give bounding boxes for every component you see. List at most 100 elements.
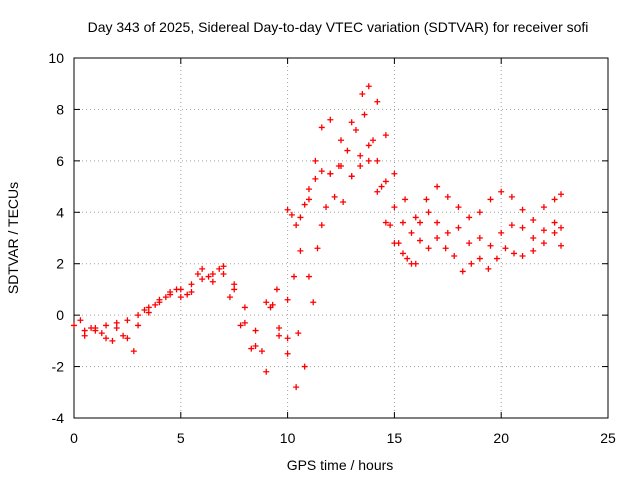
y-axis-ticks: -4 -2 0 2 4 6 8 10 (48, 50, 608, 426)
data-point (103, 335, 110, 342)
x-tick-label: 10 (280, 430, 296, 446)
x-axis-label: GPS time / hours (287, 457, 394, 473)
data-point (314, 245, 321, 252)
data-point (231, 281, 238, 288)
data-point (476, 235, 483, 241)
data-point (502, 245, 509, 252)
data-point (338, 137, 344, 144)
data-point (558, 224, 565, 231)
data-point (340, 199, 347, 205)
data-point (241, 319, 248, 326)
data-point (476, 255, 483, 262)
data-point (188, 289, 195, 295)
data-point (508, 193, 515, 200)
data-point (493, 255, 500, 262)
data-point (455, 204, 462, 211)
data-point (135, 322, 142, 329)
data-point (276, 332, 283, 339)
y-tick-label: 4 (56, 204, 64, 220)
data-point (412, 214, 419, 221)
y-tick-label: 6 (56, 153, 64, 169)
data-point (387, 222, 394, 229)
grid-lines (74, 58, 608, 418)
data-point (252, 327, 259, 334)
data-point (417, 237, 424, 244)
data-point (194, 271, 201, 277)
data-point (519, 253, 526, 259)
data-point (348, 173, 355, 180)
data-point (327, 116, 334, 123)
data-point (352, 127, 359, 133)
data-point (81, 327, 88, 334)
data-point (365, 83, 372, 90)
data-point (487, 242, 494, 249)
data-point (301, 201, 308, 208)
data-point (88, 325, 95, 331)
data-point (241, 304, 248, 311)
data-point (402, 196, 409, 203)
data-point (455, 224, 462, 231)
data-point (231, 286, 238, 293)
data-point (344, 147, 351, 154)
data-point (408, 229, 415, 236)
data-point (370, 137, 377, 144)
data-point (284, 350, 291, 357)
data-points (71, 83, 565, 391)
y-tick-label: 2 (56, 256, 64, 272)
data-point (444, 193, 451, 200)
data-point (135, 312, 142, 319)
data-point (378, 183, 385, 190)
y-tick-label: 8 (56, 101, 64, 117)
data-point (220, 271, 227, 277)
data-point (237, 322, 244, 329)
data-point (425, 209, 432, 216)
data-point (357, 152, 364, 159)
data-point (130, 348, 137, 355)
data-point (276, 325, 283, 331)
data-point (359, 91, 366, 97)
data-point (291, 273, 298, 280)
series-track-b (81, 142, 565, 391)
data-point (399, 219, 406, 226)
data-point (519, 206, 526, 213)
data-point (273, 286, 280, 293)
data-point (284, 335, 291, 342)
data-point (318, 222, 325, 229)
data-point (399, 250, 406, 257)
y-tick-label: 10 (48, 50, 64, 66)
plot-frame (73, 57, 609, 419)
data-point (391, 204, 398, 211)
data-point (124, 317, 131, 324)
data-point (551, 196, 558, 203)
data-point (442, 245, 449, 252)
data-point (248, 345, 255, 352)
chart-title: Day 343 of 2025, Sidereal Day-to-day VTE… (88, 19, 589, 35)
data-point (77, 317, 84, 324)
data-point (558, 191, 565, 198)
data-point (312, 175, 319, 182)
data-point (92, 327, 99, 334)
data-point (374, 157, 381, 164)
data-point (508, 222, 515, 229)
data-point (519, 224, 526, 231)
data-point (113, 325, 120, 331)
data-point (263, 299, 270, 306)
data-point (374, 188, 381, 195)
data-point (293, 222, 300, 229)
data-point (284, 206, 291, 213)
data-point (141, 307, 148, 313)
data-point (301, 363, 308, 370)
data-point (374, 98, 381, 105)
data-point (348, 119, 355, 126)
data-point (404, 255, 411, 262)
data-point (305, 196, 312, 203)
x-tick-label: 0 (70, 430, 78, 446)
data-point (365, 157, 372, 164)
x-tick-label: 5 (177, 430, 185, 446)
data-point (540, 204, 547, 211)
y-axis-label: SDTVAR / TECUs (5, 182, 21, 294)
data-point (71, 322, 77, 329)
data-point (327, 170, 334, 177)
data-point (335, 163, 342, 169)
data-point (220, 263, 227, 270)
